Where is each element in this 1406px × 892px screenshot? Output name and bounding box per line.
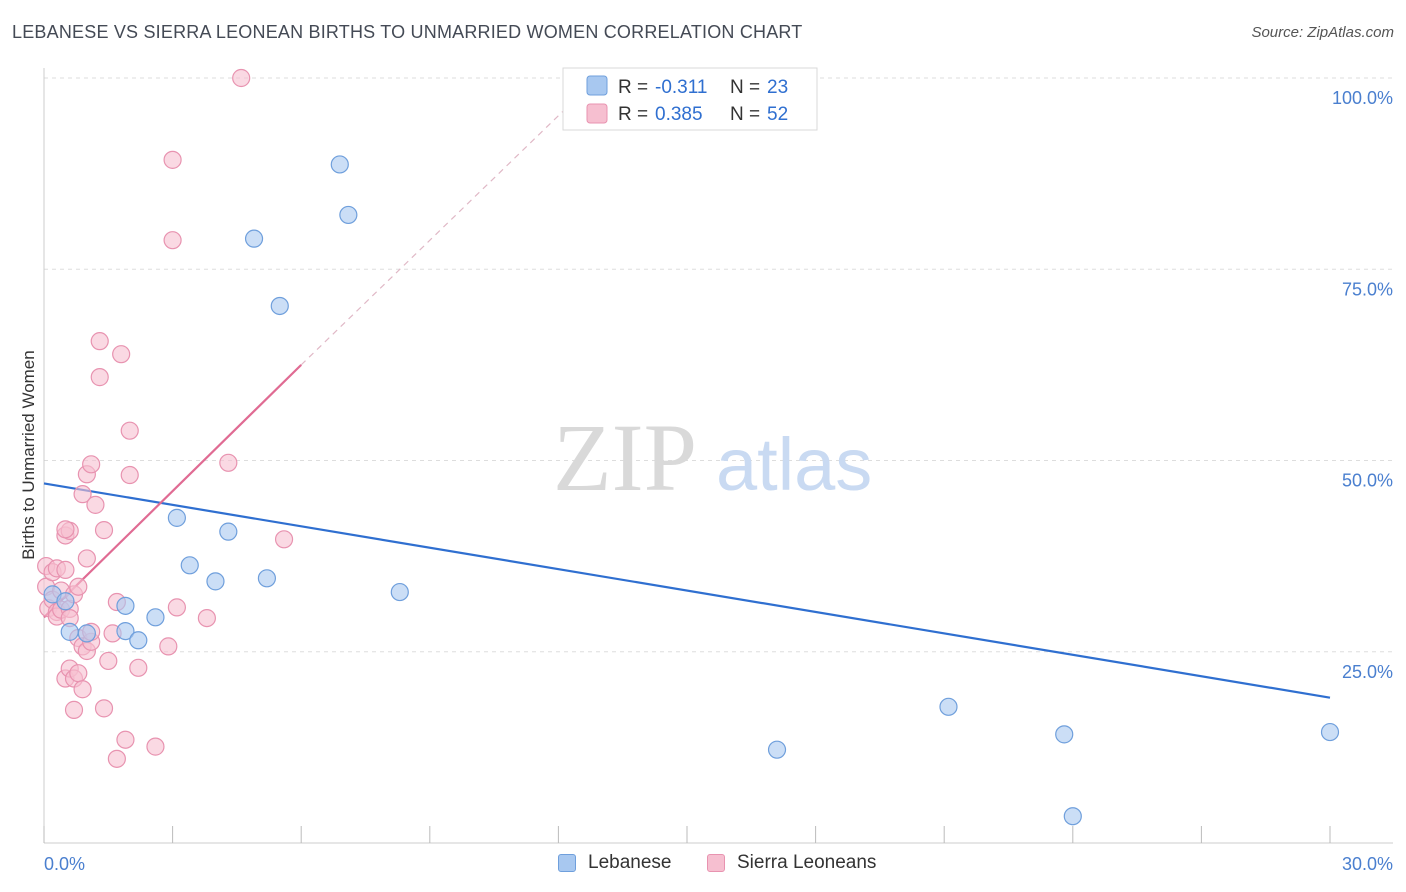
lebanese-point[interactable] (1320, 722, 1340, 742)
source-credit: Source: ZipAtlas.com (1251, 24, 1394, 41)
legend-n-value-2: 52 (767, 104, 788, 125)
legend-n-label-2: N = (730, 104, 760, 125)
watermark-zip: ZIP (553, 404, 697, 511)
lebanese-point[interactable] (60, 622, 79, 641)
sierra-leonean-point[interactable] (56, 560, 75, 579)
lebanese-point[interactable] (167, 508, 186, 527)
lebanese-point[interactable] (939, 697, 958, 716)
lebanese-point[interactable] (330, 155, 349, 174)
lebanese-point[interactable] (767, 740, 787, 759)
y-axis-label: Births to Unmarried Women (19, 350, 38, 559)
trend-lines (43, 73, 1331, 699)
lebanese-point[interactable] (180, 556, 199, 575)
sierra-leonean-point[interactable] (112, 345, 131, 364)
series-legend: Lebanese Sierra Leoneans (0, 852, 1406, 876)
x-tick-label-min: 0.0% (44, 854, 85, 874)
lebanese-point[interactable] (116, 621, 135, 641)
sierra-leonean-point[interactable] (73, 680, 92, 699)
sierra-leonean-point[interactable] (82, 455, 101, 474)
sierra-leonean-point[interactable] (73, 485, 92, 504)
lebanese-point[interactable] (146, 608, 165, 627)
sierra-leonean-point[interactable] (274, 530, 294, 549)
series-legend-item-sierra-leoneans[interactable]: Sierra Leoneans (707, 852, 876, 874)
lebanese-point[interactable] (1063, 807, 1082, 826)
sierra-leonean-point[interactable] (116, 730, 135, 749)
lebanese-point[interactable] (219, 522, 238, 541)
series-legend-label-sierra-leoneans: Sierra Leoneans (737, 852, 877, 873)
gridlines (44, 77, 1393, 653)
sierra-leonean-point[interactable] (69, 664, 88, 683)
sierra-leonean-point[interactable] (94, 699, 114, 718)
sierra-leonean-point[interactable] (86, 495, 105, 514)
series-legend-item-lebanese[interactable]: Lebanese (558, 852, 671, 874)
legend-r-value-2: 0.385 (655, 104, 703, 125)
correlation-legend: R = -0.311 N = 23 R = 0.385 N = 52 (562, 67, 818, 131)
sierra-leoneans-swatch (707, 854, 725, 872)
sierra-leonean-point[interactable] (94, 521, 114, 540)
sierra-leonean-point[interactable] (90, 368, 109, 387)
sierra-leonean-point[interactable] (64, 700, 84, 719)
legend-swatch-sierra-leoneans (586, 103, 608, 124)
sierra-leonean-trend-extension (300, 73, 602, 366)
legend-r-label-1: R = (618, 77, 648, 98)
axes: 25.0% 50.0% 75.0% 100.0% (43, 68, 1393, 844)
legend-n-value-1: 23 (767, 77, 788, 98)
sierra-leonean-point[interactable] (146, 737, 165, 756)
sierra-leonean-point[interactable] (69, 577, 88, 596)
lebanese-point[interactable] (206, 572, 225, 591)
sierra-leonean-point[interactable] (99, 651, 118, 671)
watermark: ZIP atlas (553, 404, 872, 511)
lebanese-point[interactable] (244, 229, 264, 248)
legend-r-value-1: -0.311 (655, 77, 707, 98)
x-tick-label-max: 30.0% (1342, 854, 1393, 874)
sierra-leonean-point[interactable] (159, 637, 178, 656)
sierra-leonean-trend-line (43, 364, 302, 619)
y-tick-label: 75.0% (1342, 279, 1393, 299)
sierra-leonean-point[interactable] (120, 465, 139, 485)
sierra-leonean-point[interactable] (120, 421, 139, 440)
sierra-leonean-point[interactable] (219, 453, 238, 472)
lebanese-point[interactable] (56, 592, 75, 611)
lebanese-point[interactable] (1055, 725, 1074, 744)
lebanese-point[interactable] (257, 569, 277, 588)
sierra-leonean-point[interactable] (90, 332, 109, 351)
lebanese-point[interactable] (116, 596, 135, 615)
sierra-leonean-point[interactable] (77, 549, 96, 568)
sierra-leonean-point[interactable] (129, 658, 148, 677)
sierra-leonean-point[interactable] (56, 520, 75, 539)
y-tick-label: 100.0% (1332, 88, 1393, 108)
sierra-leonean-point[interactable] (107, 749, 126, 768)
lebanese-point[interactable] (390, 582, 409, 602)
sierra-leonean-point[interactable] (163, 231, 182, 250)
legend-r-label-2: R = (618, 104, 648, 125)
lebanese-swatch (558, 854, 576, 872)
lebanese-point[interactable] (270, 296, 289, 316)
data-points (37, 68, 1340, 826)
sierra-leonean-point[interactable] (163, 150, 182, 169)
sierra-leonean-point[interactable] (197, 608, 216, 628)
watermark-atlas: atlas (716, 423, 872, 506)
legend-n-label-1: N = (730, 77, 760, 98)
y-tick-label: 50.0% (1342, 471, 1393, 491)
chart-title: LEBANESE VS SIERRA LEONEAN BIRTHS TO UNM… (12, 22, 803, 42)
lebanese-point[interactable] (339, 205, 358, 225)
lebanese-point[interactable] (129, 631, 148, 650)
legend-swatch-lebanese (586, 75, 608, 96)
sierra-leonean-point[interactable] (167, 598, 186, 617)
lebanese-trend-line (43, 482, 1331, 699)
y-tick-label: 25.0% (1342, 662, 1393, 682)
lebanese-point[interactable] (77, 624, 96, 643)
sierra-leonean-point[interactable] (232, 68, 251, 88)
series-legend-label-lebanese: Lebanese (588, 852, 672, 873)
